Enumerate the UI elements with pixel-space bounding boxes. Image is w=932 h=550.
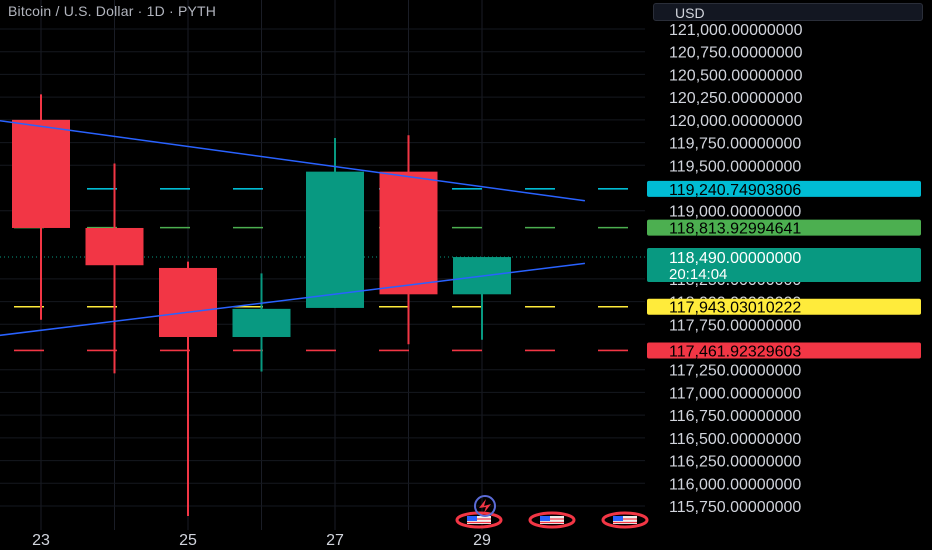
- level-price-label: 117,943.03010222: [669, 300, 801, 317]
- level-price-label-bg: [647, 180, 921, 197]
- trendlines: [0, 111, 586, 344]
- event-markers: [455, 495, 649, 529]
- trendline[interactable]: [0, 262, 585, 344]
- last-price-label-bg: [647, 248, 921, 283]
- price-tick-label: 119,750.00000000: [669, 136, 801, 153]
- price-tick-label: 117,250.00000000: [669, 363, 801, 380]
- level-price-label-bg: [647, 298, 921, 315]
- level-price-label: 119,240.74903806: [669, 182, 801, 199]
- time-axis: 23 25 27 29: [32, 532, 491, 549]
- candle-body[interactable]: [232, 308, 291, 338]
- bar-countdown: 20:14:04: [669, 266, 727, 283]
- level-price-label: 118,813.92994641: [669, 221, 801, 238]
- price-tick-label: 120,250.00000000: [669, 90, 803, 107]
- time-tick-label: 29: [473, 532, 491, 549]
- candle-body[interactable]: [159, 267, 217, 338]
- candle-body[interactable]: [379, 171, 438, 295]
- price-tick-label: 117,750.00000000: [669, 317, 801, 334]
- level-price-label-bg: [647, 219, 921, 236]
- level-price-label-bg: [647, 342, 921, 359]
- time-tick-label: 23: [32, 532, 50, 549]
- symbol-title: Bitcoin / U.S. Dollar · 1D · PYTH: [8, 3, 217, 19]
- event-ring: [528, 511, 576, 529]
- price-tick-label: 116,750.00000000: [669, 408, 801, 425]
- lightning-glyph: [479, 499, 491, 513]
- flag-canton: [613, 516, 623, 521]
- flag-body: [540, 516, 564, 524]
- candle-body[interactable]: [306, 171, 364, 308]
- candle-body[interactable]: [12, 119, 70, 228]
- price-tick-label: 121,000.00000000: [669, 22, 803, 39]
- alert-event-icon[interactable]: [474, 495, 496, 517]
- flag-canton: [540, 516, 550, 521]
- price-tick-label: 120,000.00000000: [669, 113, 803, 130]
- price-tick-label: 120,500.00000000: [669, 67, 803, 84]
- price-tick-label: 116,500.00000000: [669, 431, 801, 448]
- price-tick-label: 119,000.00000000: [669, 204, 801, 221]
- price-axis: 121,000.00000000 120,750.00000000 120,500.…: [645, 0, 932, 550]
- alert-ring: [474, 495, 496, 517]
- price-tick-label: 120,750.00000000: [669, 45, 803, 62]
- flag-body: [467, 516, 491, 524]
- event-ring: [601, 511, 649, 529]
- time-tick-label: 27: [326, 532, 344, 549]
- flag-body: [613, 516, 637, 524]
- price-tick-label: 116,000.00000000: [669, 476, 801, 493]
- candles: [12, 94, 511, 516]
- price-tick-label: 117,000.00000000: [669, 385, 801, 402]
- flag-canton: [467, 516, 477, 521]
- candle-body[interactable]: [85, 227, 144, 266]
- price-tick-label: 119,500.00000000: [669, 158, 801, 175]
- time-tick-label: 25: [179, 532, 197, 549]
- level-price-label: 117,461.92329603: [669, 343, 801, 360]
- price-tick-label: 115,750.00000000: [669, 499, 801, 516]
- trendline[interactable]: [0, 111, 586, 202]
- last-price-label: 118,490.00000000: [669, 250, 801, 267]
- us-flag-event-icon[interactable]: [528, 511, 576, 529]
- price-tick-label: 116,250.00000000: [669, 454, 801, 471]
- us-flag-event-icon[interactable]: [601, 511, 649, 529]
- currency-selector[interactable]: USD: [653, 3, 923, 21]
